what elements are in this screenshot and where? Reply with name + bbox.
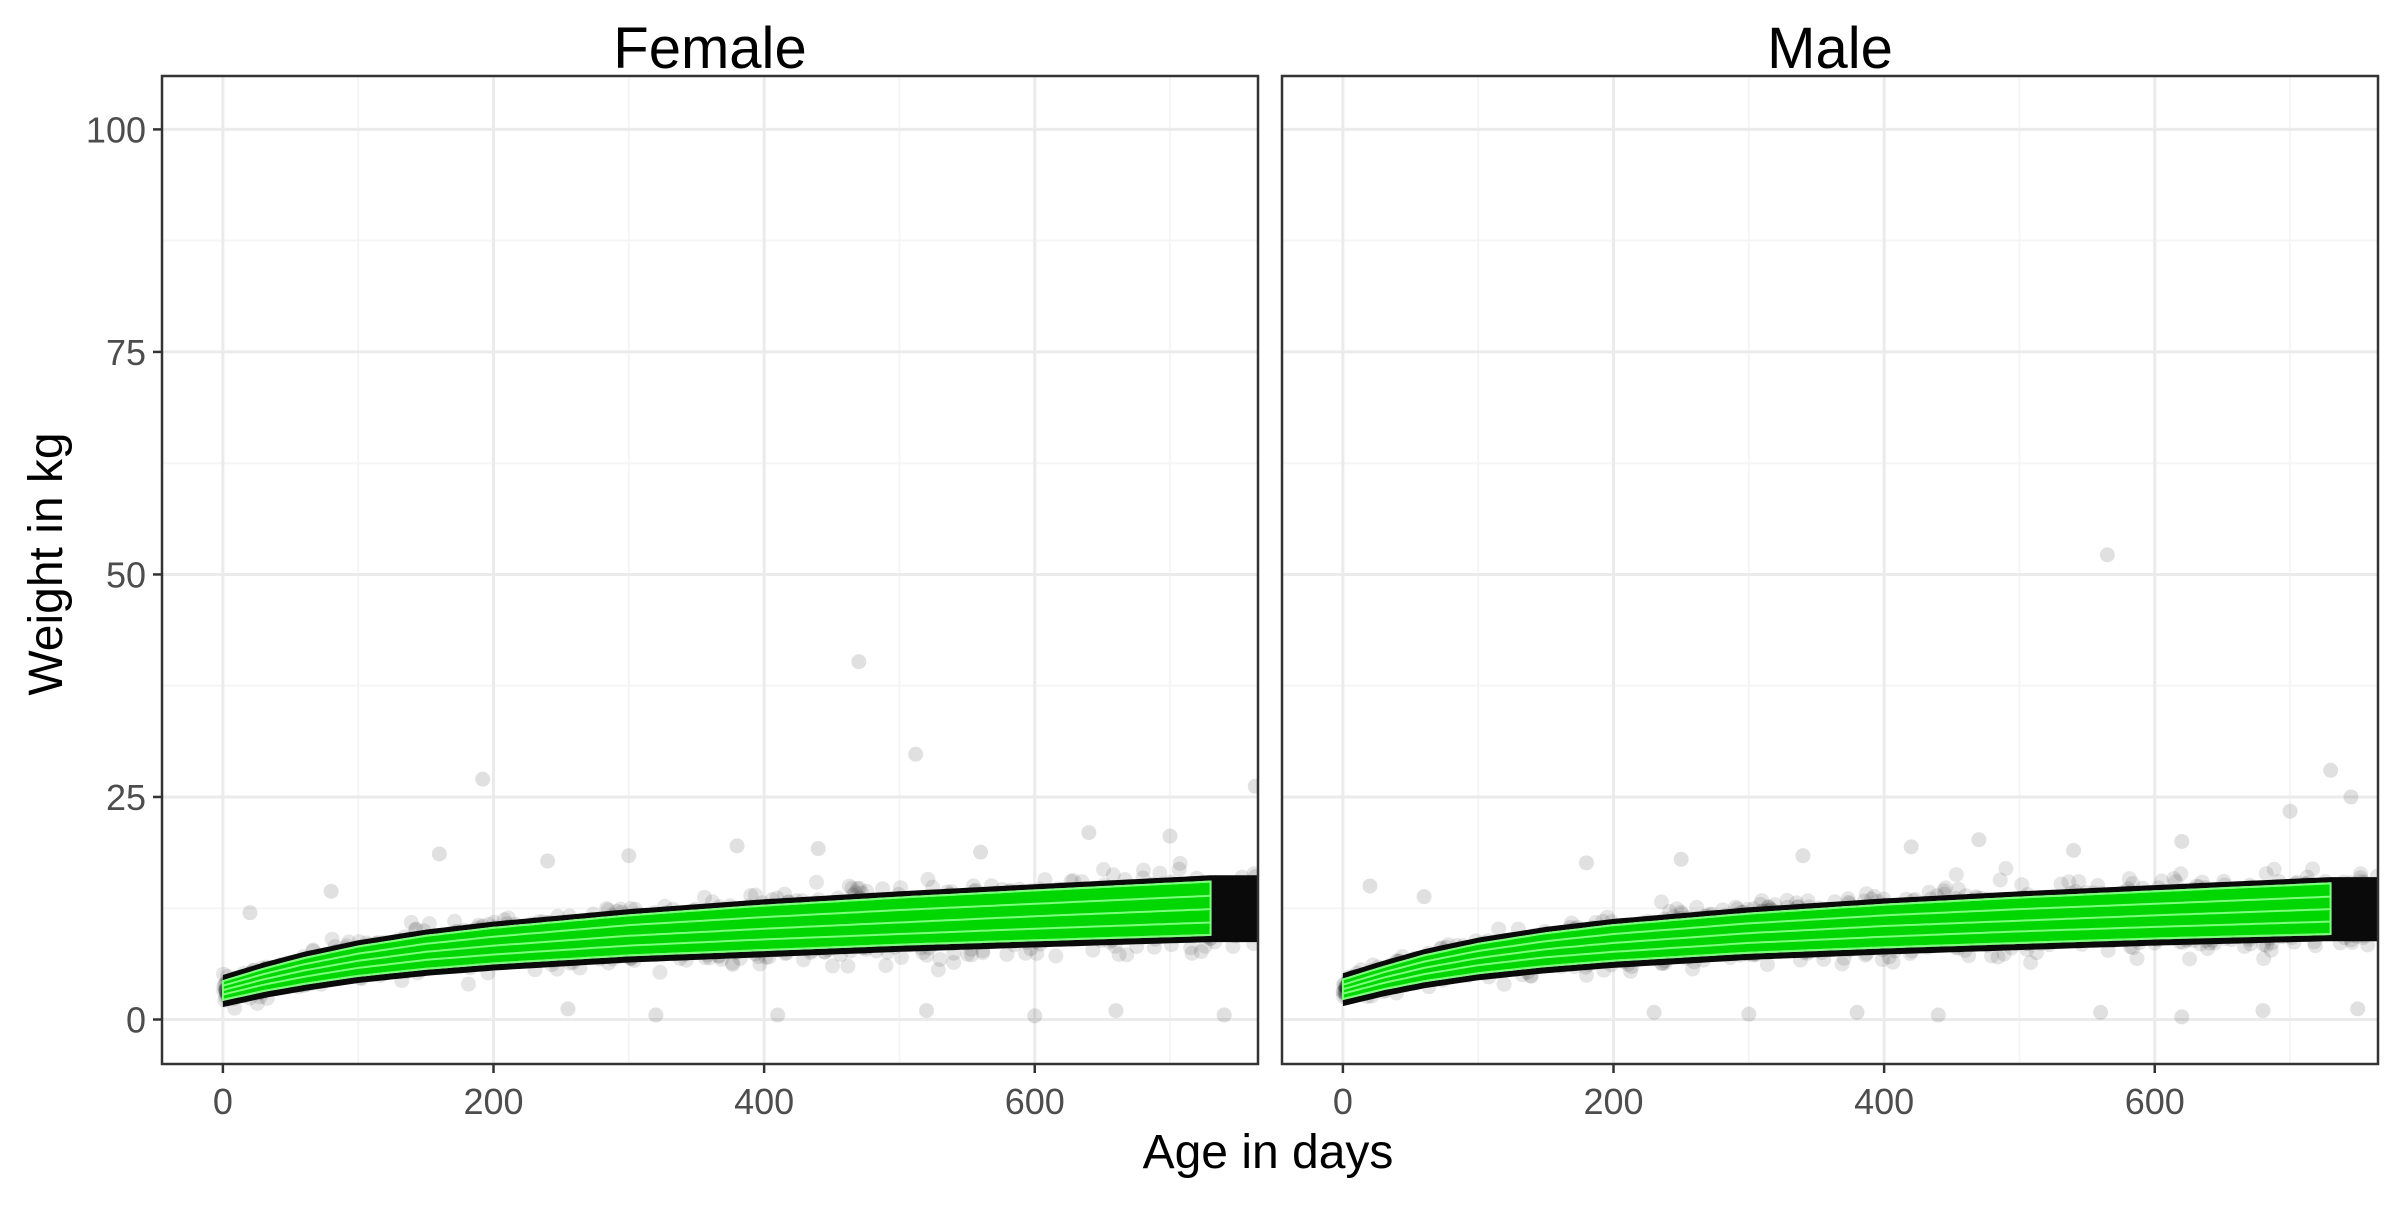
data-point (1185, 946, 1200, 961)
data-point (1993, 873, 2008, 888)
outlier-point (432, 846, 447, 861)
outlier-point (324, 884, 339, 899)
x-tick-label: 0 (213, 1081, 233, 1122)
outlier-point (811, 841, 826, 856)
data-point (2014, 877, 2029, 892)
y-tick-label: 0 (126, 999, 146, 1040)
data-point (653, 965, 668, 980)
panel-female: Female 0 200 400 600 0 25 50 75 100 (86, 16, 1265, 1122)
data-point (2167, 871, 2182, 886)
data-point (1172, 862, 1187, 877)
data-point (2264, 943, 2279, 958)
x-tick-label: 600 (1005, 1081, 1065, 1122)
data-point (921, 872, 936, 887)
outlier-point (1081, 825, 1096, 840)
outlier-point (540, 854, 555, 869)
panel-title: Female (613, 16, 806, 81)
data-point (931, 962, 946, 977)
outlier-point (648, 1008, 663, 1023)
y-tick-label: 75 (106, 332, 146, 373)
outlier-point (1163, 829, 1178, 844)
outlier-point (908, 747, 923, 762)
data-point (1991, 950, 2006, 965)
y-tick-label: 100 (86, 109, 146, 150)
data-point (2267, 862, 2282, 877)
data-point (461, 977, 476, 992)
data-point (1949, 867, 1964, 882)
data-point (1654, 894, 1669, 909)
y-tick-label: 25 (106, 777, 146, 818)
outlier-point (851, 654, 866, 669)
outlier-point (1217, 1008, 1232, 1023)
outlier-point (730, 838, 745, 853)
data-point (894, 950, 909, 965)
outlier-point (242, 905, 257, 920)
data-point (878, 958, 893, 973)
x-tick-label: 200 (463, 1081, 523, 1122)
data-point (2182, 952, 2197, 967)
data-point (404, 915, 419, 930)
outlier-point (560, 1001, 575, 1016)
outlier-point (919, 1003, 934, 1018)
data-point (1048, 949, 1063, 964)
data-point (697, 890, 712, 905)
data-point (1497, 977, 1512, 992)
data-point (809, 875, 824, 890)
x-tick-label: 400 (734, 1081, 794, 1122)
outlier-point (770, 1008, 785, 1023)
data-point (725, 957, 740, 972)
outlier-point (1108, 1003, 1123, 1018)
outlier-point (475, 772, 490, 787)
outlier-point (973, 845, 988, 860)
outlier-point (621, 848, 636, 863)
y-tick-label: 50 (106, 554, 146, 595)
outlier-point (1027, 1008, 1042, 1023)
